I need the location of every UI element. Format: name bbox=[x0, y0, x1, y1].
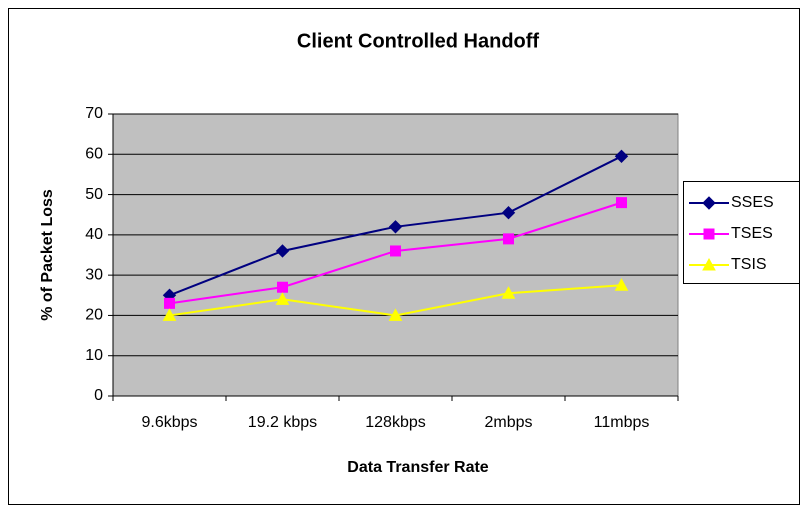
x-tick-label: 128kbps bbox=[365, 414, 426, 431]
y-tick-label: 30 bbox=[85, 266, 103, 283]
legend-box bbox=[683, 181, 800, 284]
marker bbox=[503, 233, 514, 245]
x-tick-label: 11mbps bbox=[594, 414, 650, 431]
marker bbox=[703, 228, 715, 240]
legend-label: TSIS bbox=[731, 256, 767, 273]
x-tick-label: 19.2 kbps bbox=[248, 414, 317, 431]
legend-label: SSES bbox=[731, 194, 774, 211]
marker bbox=[390, 245, 401, 257]
marker bbox=[501, 205, 516, 220]
marker bbox=[162, 308, 177, 321]
marker bbox=[501, 286, 516, 299]
marker bbox=[164, 297, 175, 309]
y-tick-label: 50 bbox=[85, 186, 103, 203]
marker bbox=[616, 197, 627, 209]
marker bbox=[702, 257, 716, 271]
marker bbox=[388, 220, 403, 234]
y-tick-label: 10 bbox=[85, 347, 103, 364]
marker bbox=[275, 292, 290, 305]
marker bbox=[614, 278, 629, 291]
marker bbox=[277, 281, 288, 293]
marker bbox=[388, 308, 403, 321]
y-tick-label: 60 bbox=[85, 146, 103, 163]
x-axis-label: Data Transfer Rate bbox=[347, 459, 488, 476]
marker bbox=[614, 149, 629, 164]
y-tick-label: 40 bbox=[85, 226, 103, 243]
y-tick-label: 0 bbox=[94, 387, 103, 404]
legend-label: TSES bbox=[731, 225, 773, 242]
y-axis-label: % of Packet Loss bbox=[39, 189, 56, 321]
x-tick-label: 2mbps bbox=[484, 414, 532, 431]
y-tick-label: 70 bbox=[85, 105, 103, 122]
marker bbox=[702, 196, 716, 210]
marker bbox=[275, 244, 290, 258]
x-tick-label: 9.6kbps bbox=[141, 414, 197, 431]
y-tick-label: 20 bbox=[85, 307, 103, 324]
chart-title: Client Controlled Handoff bbox=[297, 30, 540, 52]
